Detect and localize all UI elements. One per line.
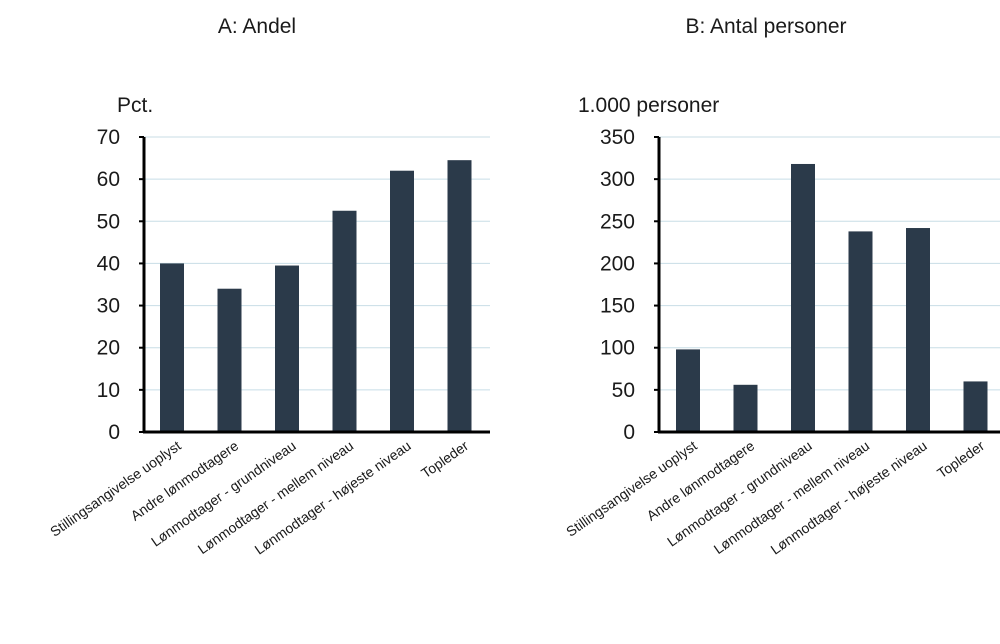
panel-a-bar [275, 265, 299, 432]
panel-a-bar [390, 170, 414, 432]
panel-b-bar [963, 381, 988, 432]
panel-a-y-tick-label: 30 [97, 295, 120, 318]
panel-b-y-tick-label: 300 [600, 168, 635, 191]
panel-a-unit-label: Pct. [117, 94, 153, 117]
panel-a-y-tick-label: 0 [108, 421, 120, 444]
panel-a-y-tick-label: 20 [97, 337, 120, 360]
panel-b-y-tick-label: 200 [600, 252, 635, 275]
panel-b-bar [848, 231, 873, 432]
panel-a-title: A: Andel [218, 15, 296, 38]
panel-b-bar [791, 163, 815, 432]
panel-a-bar [447, 160, 472, 432]
panel-b-bar [676, 349, 700, 432]
panel-a-y-tick-label: 10 [97, 379, 120, 402]
panel-a-y-tick-label: 40 [97, 252, 120, 275]
panel-a-bar [217, 288, 242, 432]
panel-b-title: B: Antal personer [685, 15, 846, 38]
panel-a-y-tick-label: 70 [97, 126, 120, 149]
panel-b-y-tick-label: 150 [600, 295, 635, 318]
panel-b-y-tick-label: 0 [623, 421, 635, 444]
panel-a-bar [332, 210, 357, 432]
panel-a-x-tick-label: Topleder [418, 437, 471, 481]
panel-a-y-tick-label: 60 [97, 168, 120, 191]
panel-b-unit-label: 1.000 personer [578, 94, 719, 117]
panel-b-y-tick-label: 100 [600, 337, 635, 360]
panel-a-bar [160, 263, 184, 432]
panel-b-y-tick-label: 50 [612, 379, 635, 402]
panel-a-y-tick-label: 50 [97, 210, 120, 233]
panel-b-bar [906, 228, 930, 432]
panel-b-y-tick-label: 350 [600, 126, 635, 149]
panel-b-bar [733, 384, 758, 432]
panel-b-x-tick-label: Topleder [934, 437, 987, 481]
panel-b-y-tick-label: 250 [600, 210, 635, 233]
